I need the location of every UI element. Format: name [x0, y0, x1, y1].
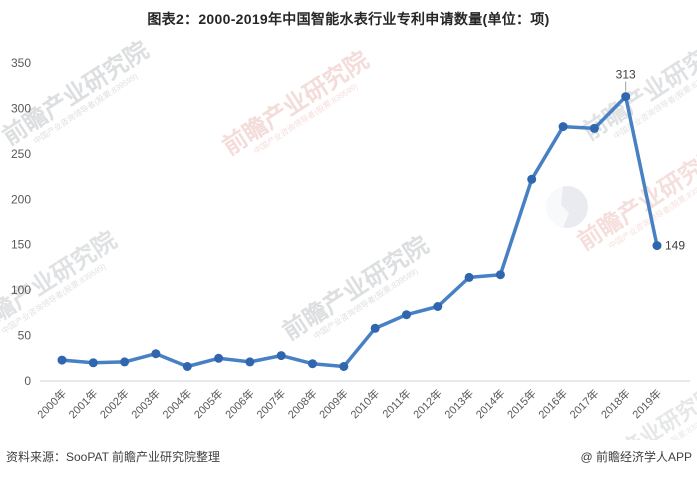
- y-axis-label: 350: [11, 56, 31, 70]
- x-axis-label: 2014年: [473, 386, 508, 421]
- svg-text:前瞻产业研究院: 前瞻产业研究院: [218, 46, 374, 161]
- chart-title: 图表2：2000-2019年中国智能水表行业专利申请数量(单位：项): [147, 11, 550, 27]
- data-point-marker: [370, 323, 380, 333]
- data-point-marker: [495, 270, 505, 280]
- data-point-marker: [339, 362, 349, 371]
- x-axis-label: 2006年: [222, 386, 257, 421]
- y-axis-label: 250: [11, 147, 31, 161]
- x-axis-label: 2016年: [535, 386, 570, 421]
- data-point-marker: [433, 302, 443, 311]
- data-point-marker: [308, 359, 317, 369]
- source-note: 资料来源：SooPAT 前瞻产业研究院整理: [6, 450, 221, 464]
- data-label: 149: [665, 239, 685, 253]
- data-point-marker: [57, 355, 67, 365]
- x-axis-label: 2005年: [191, 386, 226, 421]
- x-axis-label: 2002年: [97, 386, 132, 421]
- x-axis-label: 2009年: [316, 386, 351, 421]
- svg-text:前瞻产业研究院: 前瞻产业研究院: [278, 231, 434, 346]
- brand-note: @ 前瞻经济学人APP: [580, 450, 692, 464]
- data-point-marker: [214, 353, 224, 363]
- data-point-marker: [120, 357, 130, 367]
- y-axis-label: 200: [11, 192, 31, 206]
- data-point-marker: [621, 92, 631, 102]
- x-axis-label: 2015年: [504, 386, 539, 421]
- data-point-marker: [652, 241, 662, 251]
- data-point-marker: [245, 357, 255, 367]
- data-point-marker: [182, 362, 192, 371]
- y-axis-label: 300: [11, 101, 31, 115]
- data-point-marker: [402, 310, 411, 320]
- data-point-marker: [464, 272, 474, 282]
- y-axis-label: 150: [11, 238, 31, 252]
- watermark-logo: [542, 186, 588, 228]
- data-label: 313: [616, 68, 636, 82]
- x-axis-label: 2003年: [128, 386, 163, 421]
- x-axis-label: 2001年: [65, 386, 100, 421]
- x-axis-label: 2010年: [347, 386, 382, 421]
- y-axis-label: 0: [24, 374, 31, 388]
- data-point-marker: [558, 122, 568, 132]
- x-axis-label: 2017年: [567, 386, 602, 421]
- x-axis-label: 2011年: [379, 386, 413, 420]
- chart-footer: 资料来源：SooPAT 前瞻产业研究院整理 @ 前瞻经济学人APP: [6, 448, 692, 465]
- y-axis-label: 50: [18, 329, 32, 343]
- series-line: [60, 94, 659, 369]
- data-point-marker: [589, 123, 599, 133]
- x-axis-label: 2008年: [285, 386, 320, 421]
- data-point-marker: [151, 349, 161, 359]
- x-axis-label: 2012年: [410, 386, 445, 421]
- x-axis-label: 2018年: [598, 386, 633, 421]
- data-point-marker: [527, 174, 537, 184]
- x-axis-label: 2013年: [441, 386, 476, 421]
- y-axis-label: 100: [11, 283, 31, 297]
- data-point-marker: [276, 351, 286, 361]
- data-point-marker: [88, 358, 98, 368]
- x-axis-label: 2004年: [159, 386, 194, 421]
- x-axis-label: 2007年: [253, 386, 288, 421]
- x-axis-label: 2000年: [34, 386, 69, 421]
